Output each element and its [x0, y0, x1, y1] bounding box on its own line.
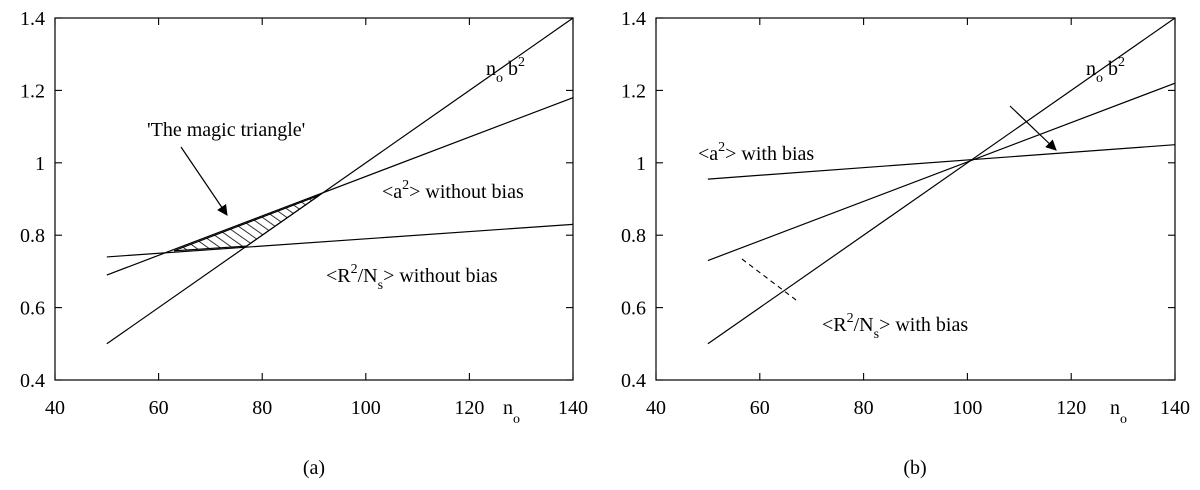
y-tick-label: 1: [636, 153, 646, 175]
x-tick-label: 120: [454, 397, 484, 419]
magic-triangle-arrow: [180, 146, 228, 216]
y-tick-label: 1.4: [621, 8, 646, 30]
x-tick-label: 40: [45, 397, 65, 419]
x-tick-label: 100: [952, 397, 982, 419]
series-line-3: [707, 144, 1176, 180]
crossing-arrow: [1009, 105, 1057, 151]
y-tick-label: 0.8: [20, 225, 45, 247]
y-tick-label: 1.2: [20, 80, 45, 102]
series-line-1: [106, 17, 574, 345]
series-label-nob2-b: no b2: [1086, 55, 1125, 86]
panel-b: 40 60 80 100 120 140 0.4 0.6 0.8 1 1.2 1.4 no b2 <a…: [621, 8, 1190, 479]
y-tick-label: 0.6: [20, 298, 45, 320]
x-tick-label: 100: [351, 397, 381, 419]
x-tick-label: 120: [1056, 397, 1086, 419]
y-tick-label: 0.8: [621, 225, 646, 247]
x-axis-label-b: no: [1110, 397, 1127, 427]
panel-a: 40 60 80 100 120 140 0.4 0.6 0.8 1 1.2 1.4 no b2 <a…: [20, 8, 588, 479]
x-tick-label: 80: [854, 397, 874, 419]
y-tick-label: 0.4: [20, 370, 45, 392]
x-tick-label: 60: [750, 397, 770, 419]
x-tick-label: 140: [558, 397, 588, 419]
series-label-r2-b: <R2/Ns> with bias: [822, 311, 968, 342]
panel-caption-b: (b): [903, 457, 926, 479]
series-label-nob2-a: no b2: [486, 55, 525, 86]
magic-triangle-region: [173, 194, 320, 252]
plot-frame-a: [54, 17, 574, 381]
series-line-1: [707, 17, 1176, 345]
series-line-2: [707, 82, 1176, 262]
x-axis-label-a: no: [503, 397, 520, 427]
panel-caption-a: (a): [303, 457, 325, 479]
y-tick-label: 0.6: [621, 298, 646, 320]
x-tick-label: 40: [646, 397, 666, 419]
x-tick-label: 60: [149, 397, 169, 419]
series-line-3: [106, 223, 574, 258]
series-label-a2-a: <a2> without bias: [382, 178, 524, 203]
series-label-r2-a: <R2/Ns> without bias: [326, 262, 498, 293]
plot-frame-b: [655, 17, 1176, 381]
dashed-connector: [741, 258, 797, 301]
x-tick-label: 140: [1160, 397, 1190, 419]
magic-triangle-label: 'The magic triangle': [147, 119, 305, 141]
x-tick-label: 80: [252, 397, 272, 419]
series-label-a2-b: <a2> with bias: [698, 140, 814, 165]
y-tick-label: 1: [35, 153, 45, 175]
y-tick-label: 1.4: [20, 8, 45, 30]
y-tick-label: 0.4: [621, 370, 646, 392]
y-tick-label: 1.2: [621, 80, 646, 102]
series-line-2: [106, 97, 574, 276]
